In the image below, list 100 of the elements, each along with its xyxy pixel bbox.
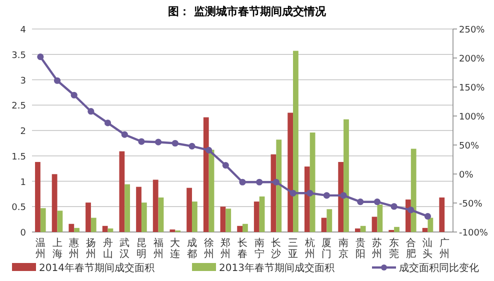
- bar: [158, 197, 164, 232]
- y2-tick-label: 100%: [459, 112, 486, 122]
- legend-label: 2013年春节期间成交面积: [219, 262, 334, 274]
- point: [374, 198, 381, 206]
- point: [239, 178, 246, 186]
- bar: [360, 226, 366, 232]
- bar: [293, 50, 298, 232]
- bar: [192, 202, 198, 232]
- point: [188, 142, 196, 150]
- x-tick-label: 舟山: [102, 237, 113, 260]
- y2-tick-label: 50%: [459, 142, 480, 152]
- point: [290, 190, 296, 196]
- x-tick-label: 合肥: [406, 237, 416, 260]
- point: [138, 138, 145, 145]
- bar: [226, 208, 232, 232]
- bar: [242, 224, 248, 232]
- x-tick-label: 长春: [238, 237, 248, 260]
- bar: [254, 202, 260, 232]
- y-tick-label: 1.5: [12, 152, 26, 162]
- bar: [86, 202, 91, 232]
- bar: [57, 210, 63, 232]
- x-tick-label: 汕头: [422, 237, 433, 260]
- bar: [428, 218, 434, 232]
- x-tick-label: 成都: [186, 237, 197, 260]
- x-tick-label: 广州: [440, 237, 450, 260]
- y2-tick-label: 200%: [459, 54, 486, 64]
- legend-label: 成交面积同比变化: [399, 262, 479, 274]
- y-tick-label: 1: [20, 178, 26, 188]
- bar: [141, 202, 147, 232]
- bar: [40, 208, 46, 232]
- point: [408, 206, 414, 214]
- bar: [326, 209, 332, 232]
- y-tick-label: 0: [20, 228, 26, 238]
- point: [306, 190, 314, 196]
- bar: [422, 228, 428, 232]
- bar: [237, 226, 242, 232]
- bar: [136, 186, 142, 232]
- point: [54, 77, 61, 84]
- bar: [344, 119, 349, 232]
- point: [70, 92, 78, 98]
- bar: [68, 224, 74, 232]
- y-tick-label: 4: [20, 26, 26, 36]
- bar: [372, 216, 378, 232]
- bar: [108, 228, 114, 232]
- y-tick-label: 3: [20, 76, 26, 86]
- bar: [259, 196, 265, 232]
- y-tick-label: 2.5: [12, 102, 26, 112]
- point: [424, 213, 432, 220]
- bar: [394, 226, 400, 232]
- bar: [170, 229, 176, 232]
- bar: [276, 140, 282, 232]
- bar: [152, 180, 158, 232]
- x-tick-label: 贵阳: [355, 237, 366, 260]
- x-tick-label: 大连: [170, 237, 180, 260]
- bar: [35, 162, 40, 232]
- y-tick-label: 3.5: [12, 50, 26, 61]
- point: [323, 192, 330, 199]
- point: [340, 192, 347, 199]
- x-tick-label: 昆明: [136, 238, 146, 260]
- point: [390, 203, 398, 210]
- x-tick-label: 杭州: [304, 237, 315, 260]
- legend-label: 2014年春节期间成交面积: [39, 262, 154, 274]
- x-tick-label: 长沙: [271, 237, 282, 260]
- x-tick-label: 厦门: [322, 238, 332, 260]
- x-tick-label: 扬州: [86, 237, 96, 260]
- x-tick-label: 郑州: [220, 237, 231, 260]
- bar: [74, 228, 80, 232]
- y2-tick-label: 150%: [459, 84, 486, 94]
- bar: [439, 197, 445, 232]
- point: [88, 108, 94, 115]
- y-tick-label: 0.5: [12, 203, 26, 214]
- bar: [410, 148, 416, 232]
- chart-title: 图： 监测城市春节期间成交情况: [168, 5, 327, 18]
- bar: [354, 228, 360, 232]
- point: [104, 120, 112, 126]
- point: [206, 146, 212, 154]
- point: [256, 178, 263, 186]
- bar: [321, 218, 327, 232]
- bar: [220, 206, 226, 232]
- bar: [119, 151, 125, 232]
- bar: [124, 184, 130, 232]
- bar: [90, 218, 96, 232]
- bar: [52, 174, 58, 232]
- point: [37, 54, 44, 60]
- x-tick-label: 东莞: [389, 237, 400, 260]
- y2-tick-label: 0%: [459, 170, 474, 180]
- x-tick-label: 上海: [52, 237, 62, 260]
- bar: [186, 188, 192, 232]
- point: [155, 138, 162, 146]
- y-tick-label: 2: [20, 127, 26, 137]
- bar: [377, 204, 383, 232]
- bar: [102, 226, 108, 232]
- y2-tick-label: -100%: [459, 228, 488, 238]
- x-tick-label: 南宁: [254, 237, 264, 260]
- point: [121, 131, 128, 138]
- point: [272, 178, 280, 186]
- x-tick-label: 惠州: [68, 237, 80, 260]
- y2-tick-label: 250%: [459, 26, 486, 36]
- x-tick-label: 三亚: [288, 238, 298, 260]
- bar: [203, 117, 209, 232]
